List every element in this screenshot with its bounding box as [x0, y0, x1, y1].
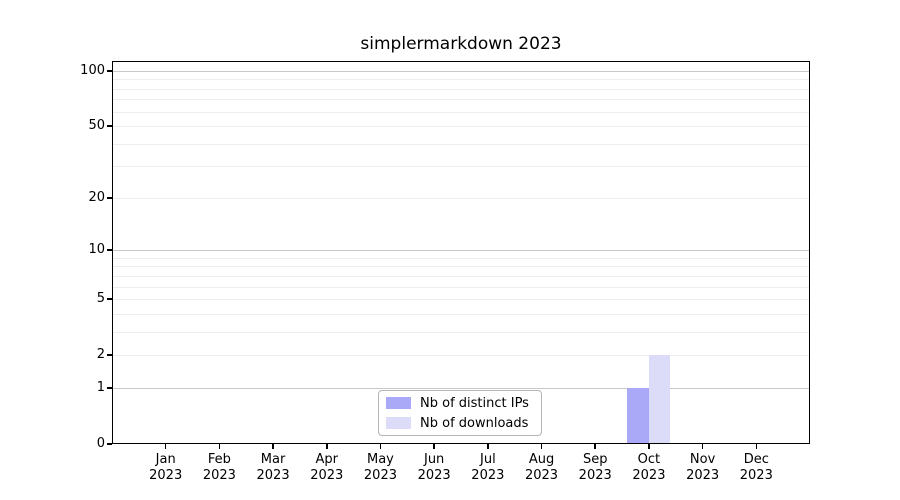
legend-swatch-distinct-ips-icon: [386, 397, 411, 409]
gridline-minor: [112, 275, 810, 277]
x-tick-label: Jan 2023: [149, 452, 183, 483]
gridline-major: [112, 70, 810, 72]
legend-entry-downloads: Nb of downloads: [386, 416, 541, 431]
gridline-major: [112, 387, 810, 389]
bar-distinct-ips: [627, 387, 649, 444]
x-tick-label: Sep 2023: [578, 452, 612, 483]
gridline-minor: [112, 257, 810, 259]
x-tick-mark: [164, 444, 167, 449]
x-tick-label: Oct 2023: [632, 452, 666, 483]
legend-label-downloads: Nb of downloads: [420, 415, 529, 431]
gridline-minor: [112, 355, 810, 357]
x-tick-mark: [326, 444, 328, 449]
y-tick-label: 10: [88, 242, 105, 258]
legend-entry-distinct-ips: Nb of distinct IPs: [386, 396, 541, 411]
plot-area: [112, 61, 810, 444]
gridlines-layer: [112, 61, 810, 444]
x-tick-label: May 2023: [363, 452, 397, 483]
y-tick-mark: [107, 197, 112, 199]
x-tick-mark: [433, 444, 435, 449]
y-tick-label: 20: [88, 189, 105, 205]
x-tick-mark: [379, 444, 382, 449]
y-tick-label: 0: [96, 436, 105, 451]
y-tick-label: 1: [96, 379, 105, 395]
bars-layer: [112, 61, 810, 444]
y-tick-label: 100: [80, 62, 105, 78]
x-tick-mark: [755, 444, 758, 449]
gridline-minor: [112, 88, 810, 90]
x-tick-label: Aug 2023: [524, 452, 559, 483]
x-tick-label: Jun 2023: [417, 452, 451, 483]
y-tick-mark: [107, 298, 112, 300]
bar-downloads: [648, 355, 671, 444]
x-tick-mark: [487, 444, 489, 449]
gridline-minor: [112, 143, 810, 145]
gridline-minor: [112, 286, 810, 288]
y-tick-mark: [107, 70, 112, 72]
x-tick-mark: [272, 444, 274, 449]
x-tick-label: Feb 2023: [202, 452, 236, 483]
x-tick-label: Apr 2023: [310, 452, 344, 483]
y-tick-label: 50: [88, 118, 105, 134]
legend-label-distinct-ips: Nb of distinct IPs: [420, 395, 529, 411]
gridline-minor: [112, 266, 810, 268]
x-tick-label: Jul 2023: [471, 452, 505, 483]
x-tick-mark: [218, 444, 221, 449]
x-tick-label: Nov 2023: [686, 452, 720, 483]
y-tick-mark: [107, 354, 112, 356]
gridline-major: [112, 250, 810, 252]
gridline-minor: [112, 111, 810, 113]
x-tick-mark: [540, 444, 543, 449]
y-tick-label: 5: [96, 291, 105, 307]
y-tick-mark: [107, 443, 112, 445]
legend: Nb of distinct IPs Nb of downloads: [378, 390, 542, 436]
gridline-minor: [112, 313, 810, 315]
gridline-minor: [112, 99, 810, 101]
x-tick-label: Mar 2023: [256, 452, 290, 483]
x-tick-mark: [701, 444, 704, 449]
y-tick-label: 2: [96, 347, 105, 363]
gridline-minor: [112, 79, 810, 81]
gridline-minor: [112, 126, 810, 128]
gridline-minor: [112, 197, 810, 199]
gridline-minor: [112, 166, 810, 168]
x-tick-label: Dec 2023: [739, 452, 773, 483]
y-tick-mark: [107, 387, 112, 389]
gridline-minor: [112, 299, 810, 301]
gridline-minor: [112, 331, 810, 333]
y-tick-mark: [107, 125, 112, 127]
x-tick-mark: [594, 444, 596, 449]
x-tick-mark: [648, 444, 650, 449]
legend-swatch-downloads-icon: [386, 417, 411, 429]
chart-title: simplermarkdown 2023: [360, 34, 562, 54]
y-tick-mark: [107, 249, 112, 251]
